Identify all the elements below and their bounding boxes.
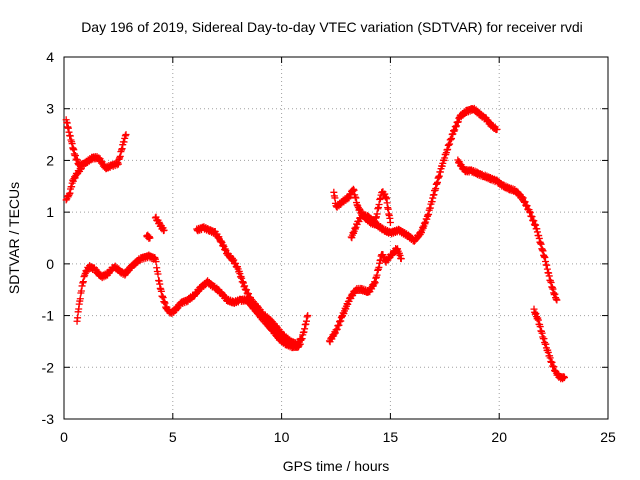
data-point <box>221 246 229 254</box>
data-point <box>552 295 560 303</box>
data-point <box>221 245 229 253</box>
data-point <box>217 237 225 245</box>
data-point <box>78 282 86 290</box>
grid <box>64 57 608 419</box>
data-point <box>375 201 383 209</box>
data-point <box>77 164 85 172</box>
data-point <box>374 205 382 213</box>
data-point <box>67 136 75 144</box>
y-tick-label: 1 <box>46 204 54 220</box>
data-point <box>121 132 129 140</box>
series-arc-11 <box>530 305 568 383</box>
y-tick-label: -1 <box>42 308 55 324</box>
data-point <box>374 204 382 212</box>
y-tick-label: 2 <box>46 152 54 168</box>
data-point <box>74 314 82 322</box>
data-point <box>523 202 531 210</box>
data-point <box>114 159 122 167</box>
data-point <box>77 287 85 295</box>
data-point <box>551 290 559 298</box>
x-axis-label: GPS time / hours <box>283 458 390 474</box>
y-tick-label: -3 <box>42 411 55 427</box>
data-point <box>243 286 251 294</box>
data-point <box>397 255 405 263</box>
data-point <box>245 290 253 298</box>
data-point <box>519 194 527 202</box>
series-arc-7 <box>325 245 405 346</box>
y-tick-label: 0 <box>46 256 54 272</box>
data-point <box>64 193 72 201</box>
data-point <box>154 270 162 278</box>
data-point <box>152 258 160 266</box>
data-point <box>304 312 312 320</box>
series-arc-9 <box>347 188 394 242</box>
axis-ticks: 0 5 10 15 20 25 -3 -2 -1 0 1 2 3 4 <box>42 49 616 445</box>
data-point <box>372 214 380 222</box>
data-point <box>297 335 305 343</box>
series-arc-3 <box>73 251 312 352</box>
y-tick-label: 4 <box>46 49 54 65</box>
data-point <box>153 264 161 272</box>
data-point <box>120 138 128 146</box>
plot-frame <box>63 56 609 420</box>
chart-title: Day 196 of 2019, Sidereal Day-to-day VTE… <box>81 19 583 35</box>
data-point <box>219 241 227 249</box>
x-tick-label: 15 <box>383 429 399 445</box>
x-tick-label: 5 <box>169 429 177 445</box>
y-tick-label: -2 <box>42 359 55 375</box>
data-points <box>62 104 568 383</box>
series-arc-5 <box>151 213 168 235</box>
series-arc-4 <box>143 231 154 242</box>
data-point <box>493 125 501 133</box>
data-point <box>146 234 154 242</box>
data-point <box>64 124 72 132</box>
data-point <box>386 218 394 226</box>
data-point <box>160 226 168 234</box>
data-point <box>66 132 74 140</box>
y-axis-label: SDTVAR / TECUs <box>6 182 22 294</box>
data-point <box>79 278 87 286</box>
data-point <box>560 374 568 382</box>
x-tick-label: 0 <box>60 429 68 445</box>
data-point <box>371 219 379 227</box>
series-arc-6 <box>193 223 305 349</box>
series-arc-1 <box>62 116 130 173</box>
series-arc-10 <box>454 156 561 304</box>
data-point <box>376 195 384 203</box>
data-point <box>448 134 456 142</box>
data-point <box>80 273 88 281</box>
data-point <box>553 296 561 304</box>
data-point <box>444 141 452 149</box>
x-tick-label: 25 <box>600 429 616 445</box>
data-point <box>122 131 130 139</box>
data-point <box>444 145 452 153</box>
x-tick-label: 20 <box>491 429 507 445</box>
data-point <box>446 140 454 148</box>
data-point <box>447 135 455 143</box>
data-point <box>79 279 87 287</box>
data-point <box>241 282 249 290</box>
data-point <box>521 198 529 206</box>
series-arc-2 <box>62 164 85 204</box>
data-point <box>65 128 73 136</box>
data-point <box>373 210 381 218</box>
y-tick-label: 3 <box>46 101 54 117</box>
data-point <box>376 194 384 202</box>
x-tick-label: 10 <box>274 429 290 445</box>
